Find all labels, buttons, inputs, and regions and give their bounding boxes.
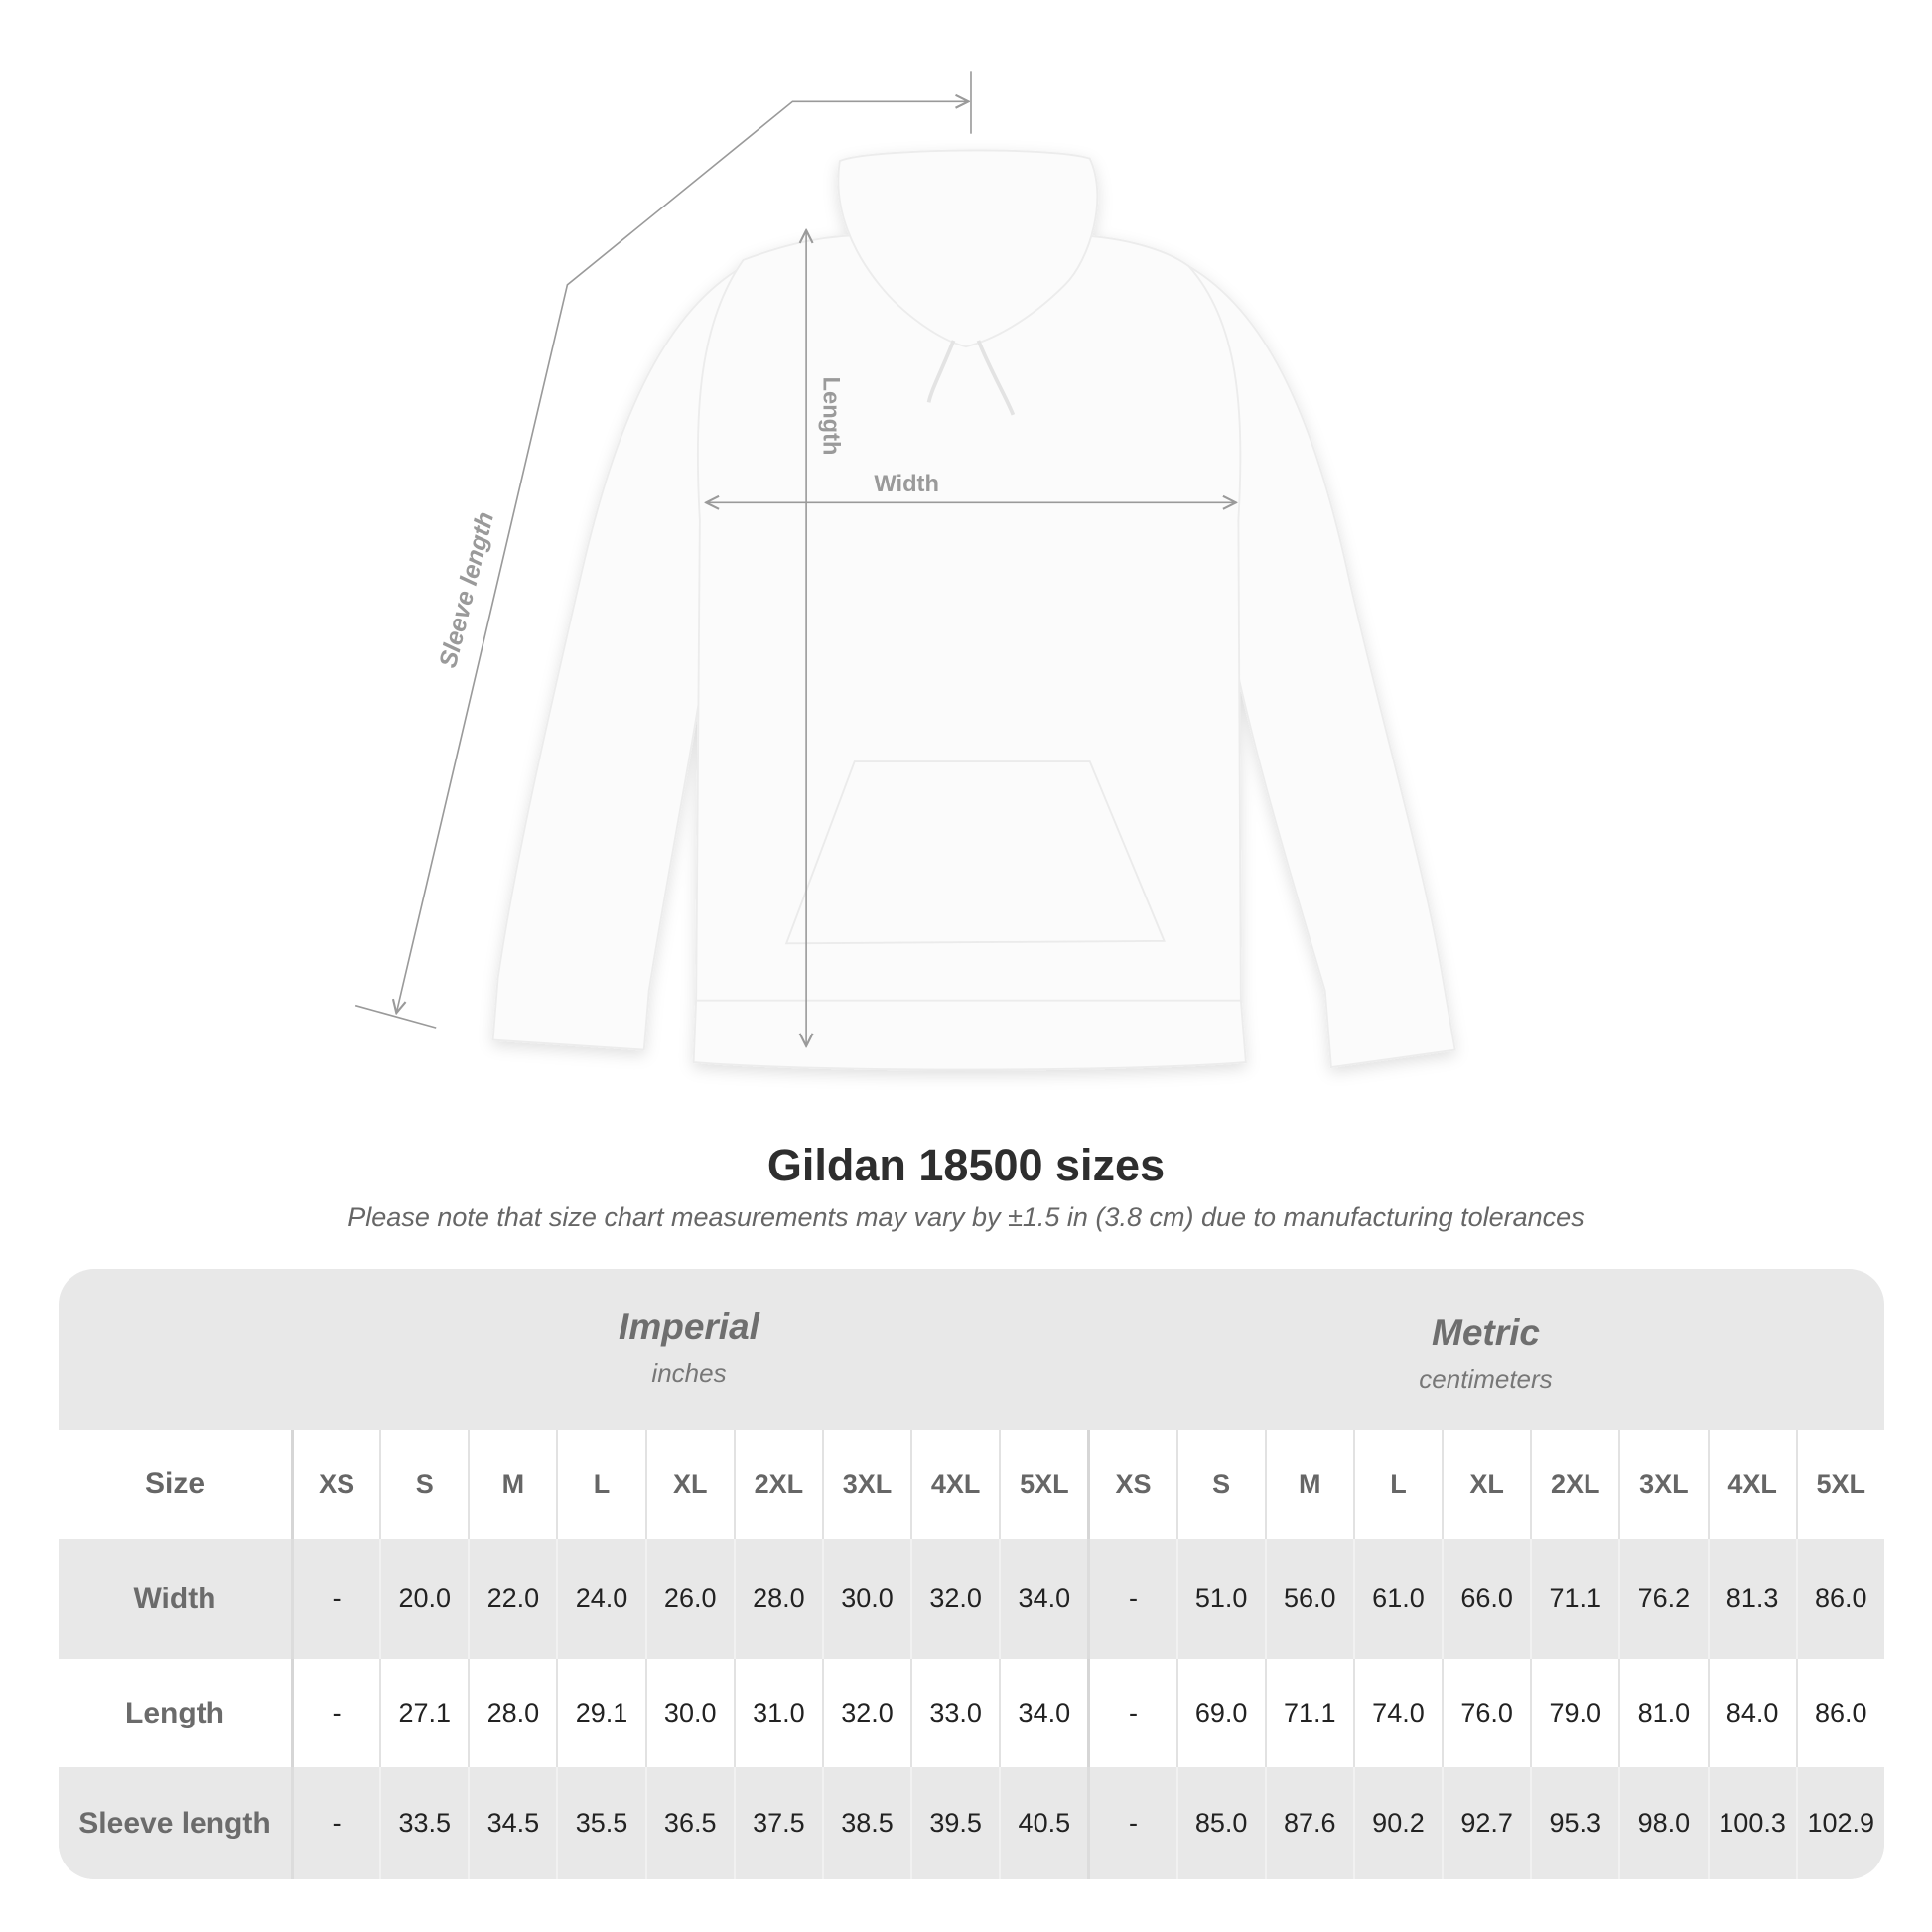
imperial-value-cell: - — [291, 1539, 379, 1659]
hoodie-illustration — [491, 149, 1456, 1071]
imperial-value-cell: 22.0 — [468, 1539, 556, 1659]
metric-value-cell: - — [1087, 1767, 1175, 1879]
metric-value-cell: 74.0 — [1352, 1659, 1442, 1767]
imperial-value-cell: 32.0 — [910, 1539, 999, 1659]
metric-size-header: S — [1175, 1430, 1265, 1539]
metric-size-header: 3XL — [1618, 1430, 1707, 1539]
metric-value-cell: 90.2 — [1352, 1767, 1442, 1879]
metric-value-cell: - — [1087, 1659, 1175, 1767]
imperial-value-cell: - — [291, 1659, 379, 1767]
metric-value-cell: 102.9 — [1795, 1767, 1884, 1879]
metric-value-cell: 81.0 — [1618, 1659, 1707, 1767]
metric-value-cell: 87.6 — [1264, 1767, 1353, 1879]
page-title: Gildan 18500 sizes — [766, 1140, 1166, 1190]
imperial-size-header: 3XL — [821, 1430, 910, 1539]
imperial-header: Imperial inches — [291, 1269, 1087, 1430]
metric-size-header: 2XL — [1530, 1430, 1618, 1539]
imperial-value-cell: 28.0 — [733, 1539, 822, 1659]
metric-size-header: XL — [1442, 1430, 1530, 1539]
row-label: Size — [144, 1467, 206, 1500]
metric-header: Metric centimeters — [1087, 1269, 1884, 1430]
metric-value-cell: 61.0 — [1352, 1539, 1442, 1659]
metric-size-header: L — [1352, 1430, 1442, 1539]
imperial-value-cell: 34.0 — [999, 1539, 1087, 1659]
imperial-size-header: 4XL — [910, 1430, 999, 1539]
imperial-value-cell: 36.5 — [644, 1767, 734, 1879]
imperial-size-header: 5XL — [999, 1430, 1087, 1539]
metric-value-cell: - — [1087, 1539, 1175, 1659]
metric-unit: centimeters — [1419, 1364, 1553, 1394]
sleeve-bottom-tick — [354, 1004, 437, 1029]
table-row-sleeve-length: Sleeve length -33.5 34.5 35.5 36.5 37.5 38.5 39… — [59, 1767, 1884, 1879]
imperial-value-cell: 30.0 — [644, 1659, 734, 1767]
imperial-value-cell: 38.5 — [821, 1767, 910, 1879]
metric-value-cell: 86.0 — [1795, 1659, 1884, 1767]
imperial-value-cell: 40.5 — [999, 1767, 1087, 1879]
table-row-width: Width -20.0 22.0 24.0 26.0 28.0 30.0 32.0 34.0-5… — [59, 1539, 1884, 1659]
imperial-unit: inches — [651, 1358, 727, 1388]
metric-value-cell: 92.7 — [1442, 1767, 1530, 1879]
metric-value-cell: 71.1 — [1264, 1659, 1353, 1767]
imperial-value-cell: 20.0 — [379, 1539, 468, 1659]
size-chart-table: Imperial inches Metric centimeters Size X… — [59, 1269, 1884, 1879]
row-label: Sleeve length — [78, 1806, 271, 1840]
metric-value-cell: 95.3 — [1530, 1767, 1618, 1879]
metric-value-cell: 69.0 — [1175, 1659, 1265, 1767]
imperial-value-cell: 29.1 — [556, 1659, 644, 1767]
metric-value-cell: 76.0 — [1442, 1659, 1530, 1767]
row-label: Length — [125, 1696, 224, 1729]
size-header-row: Size XS S M L XL 2XL 3XL 4XL 5XL XS S M L XL 2XL 3XL 4XL 5… — [59, 1430, 1884, 1539]
metric-value-cell: 85.0 — [1175, 1767, 1265, 1879]
imperial-size-header: XS — [291, 1430, 379, 1539]
imperial-value-cell: - — [291, 1767, 379, 1879]
imperial-value-cell: 31.0 — [733, 1659, 822, 1767]
imperial-value-cell: 32.0 — [821, 1659, 910, 1767]
metric-title: Metric — [1432, 1312, 1540, 1353]
metric-size-header: 5XL — [1795, 1430, 1884, 1539]
metric-value-cell: 79.0 — [1530, 1659, 1618, 1767]
hoodie-measurement-diagram: Sleeve length Length Width — [354, 71, 1456, 1071]
sleeve-length-label: Sleeve length — [434, 509, 499, 671]
metric-size-header: XS — [1087, 1430, 1175, 1539]
metric-value-cell: 66.0 — [1442, 1539, 1530, 1659]
width-label: Width — [874, 472, 939, 497]
metric-value-cell: 98.0 — [1618, 1767, 1707, 1879]
length-label: Length — [818, 377, 844, 456]
imperial-value-cell: 37.5 — [733, 1767, 822, 1879]
metric-value-cell: 71.1 — [1530, 1539, 1618, 1659]
row-label: Width — [133, 1582, 216, 1615]
imperial-value-cell: 30.0 — [821, 1539, 910, 1659]
table-row-length: Length -27.1 28.0 29.1 30.0 31.0 32.0 33.0 34.0-… — [59, 1659, 1884, 1767]
metric-value-cell: 84.0 — [1707, 1659, 1796, 1767]
imperial-size-header: S — [379, 1430, 468, 1539]
metric-value-cell: 86.0 — [1795, 1539, 1884, 1659]
imperial-value-cell: 27.1 — [379, 1659, 468, 1767]
imperial-size-header: M — [468, 1430, 556, 1539]
imperial-value-cell: 33.5 — [379, 1767, 468, 1879]
imperial-value-cell: 28.0 — [468, 1659, 556, 1767]
metric-value-cell: 56.0 — [1264, 1539, 1353, 1659]
imperial-size-header: XL — [644, 1430, 734, 1539]
metric-value-cell: 51.0 — [1175, 1539, 1265, 1659]
imperial-value-cell: 34.0 — [999, 1659, 1087, 1767]
imperial-title: Imperial — [619, 1307, 759, 1347]
metric-value-cell: 100.3 — [1707, 1767, 1796, 1879]
imperial-value-cell: 39.5 — [910, 1767, 999, 1879]
measurement-lines — [354, 71, 1236, 1046]
metric-size-header: 4XL — [1707, 1430, 1796, 1539]
imperial-value-cell: 35.5 — [556, 1767, 644, 1879]
tolerance-note: Please note that size chart measurements… — [347, 1202, 1585, 1232]
imperial-value-cell: 34.5 — [468, 1767, 556, 1879]
metric-value-cell: 76.2 — [1618, 1539, 1707, 1659]
sleeve-length-line — [396, 101, 968, 1013]
imperial-size-header: 2XL — [733, 1430, 822, 1539]
metric-value-cell: 81.3 — [1707, 1539, 1796, 1659]
imperial-value-cell: 26.0 — [644, 1539, 734, 1659]
imperial-size-header: L — [556, 1430, 644, 1539]
imperial-value-cell: 33.0 — [910, 1659, 999, 1767]
metric-size-header: M — [1264, 1430, 1353, 1539]
imperial-value-cell: 24.0 — [556, 1539, 644, 1659]
